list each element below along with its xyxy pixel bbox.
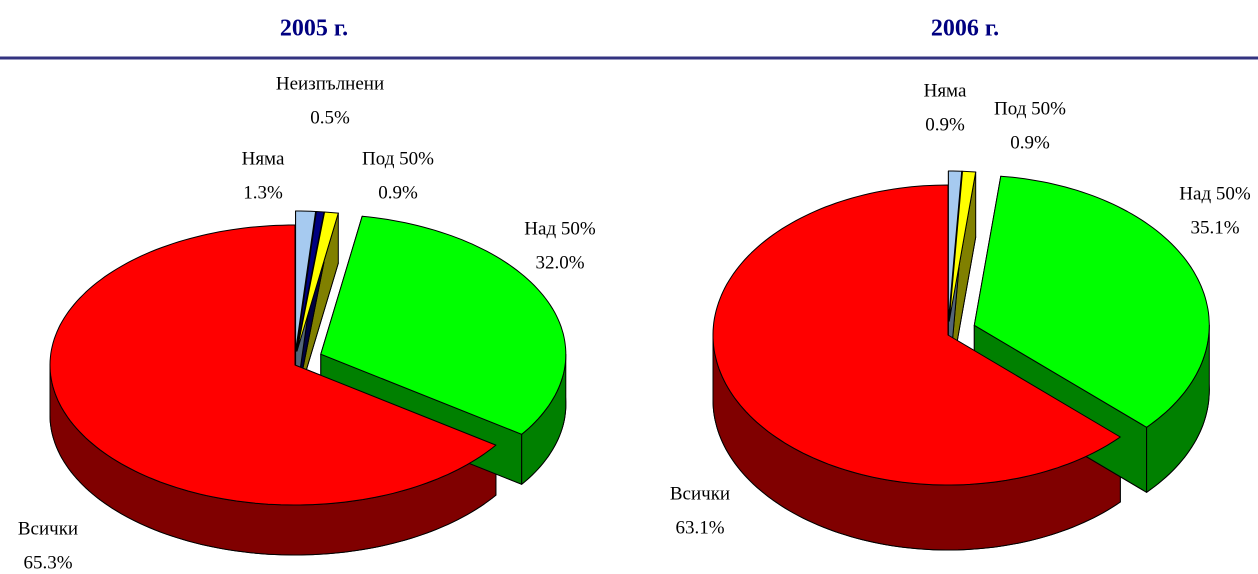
chart-title: 2005 г.	[280, 16, 348, 42]
slice-label: Над 50%	[1179, 183, 1251, 204]
value-label: 0.9%	[925, 114, 965, 135]
value-label: 0.9%	[378, 182, 418, 203]
pie-slice	[948, 170, 977, 322]
pie-slice	[973, 175, 1210, 428]
value-label: 35.1%	[1190, 217, 1239, 238]
value-label: 1.3%	[243, 182, 283, 203]
value-label: 32.0%	[535, 252, 584, 273]
slice-label: Под 50%	[994, 98, 1066, 119]
slice-label: Всички	[18, 518, 78, 539]
pie-slice	[947, 170, 963, 322]
slice-label: Под 50%	[362, 148, 434, 169]
slice-label: Няма	[242, 148, 285, 169]
pie-slice	[295, 211, 325, 352]
pie-slice	[295, 210, 317, 352]
slice-label: Над 50%	[524, 218, 596, 239]
pie-slice	[49, 224, 497, 506]
chart-title: 2006 г.	[931, 16, 999, 42]
slice-label: Неизпълнени	[276, 73, 384, 94]
value-label: 63.1%	[675, 517, 724, 538]
pie-slice	[296, 211, 339, 352]
slice-label: Всички	[670, 483, 730, 504]
value-label: 65.3%	[23, 552, 72, 573]
slice-label: Няма	[924, 80, 967, 101]
value-label: 0.5%	[310, 107, 350, 128]
pie-slice	[712, 184, 1121, 486]
pie-slice	[320, 215, 567, 435]
value-label: 0.9%	[1010, 132, 1050, 153]
